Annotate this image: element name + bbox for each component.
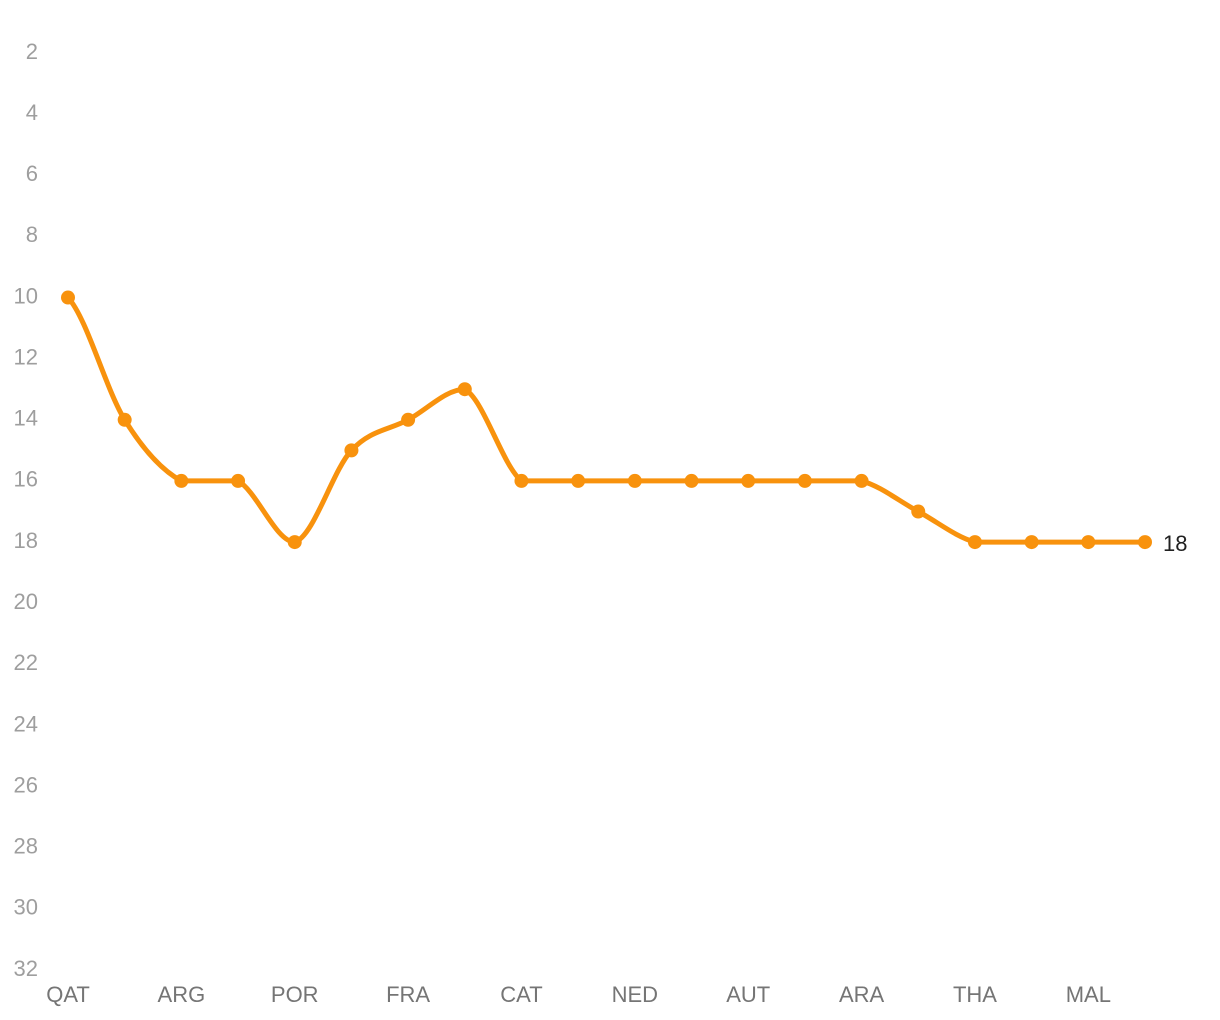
point [911,504,926,519]
y-tick-label: 28 [14,834,38,859]
point [117,412,132,427]
y-tick-label: 30 [14,895,38,920]
point [514,473,529,488]
y-tick-label: 24 [14,711,38,736]
y-tick-label: 10 [14,283,38,308]
y-tick-label: 32 [14,956,38,981]
line [66,295,1145,545]
point [684,473,699,488]
value-label: 18 [1163,531,1187,556]
point [797,473,812,488]
point [627,473,642,488]
y-tick-label: 26 [14,772,38,797]
point [1024,535,1039,550]
point [174,473,189,488]
point [457,382,472,397]
x-tick-label: ARG [158,982,206,1007]
y-tick-label: 14 [14,406,38,431]
y-tick-label: 12 [14,344,38,369]
point [571,473,586,488]
y-tick-label: 20 [14,589,38,614]
y-tick-label: 16 [14,467,38,492]
point [401,412,416,427]
point [61,290,75,305]
y-tick-label: 4 [26,100,38,125]
x-tick-label: AUT [726,982,770,1007]
x-tick-label: QAT [46,982,90,1007]
y-tick-label: 8 [26,222,38,247]
x-tick-label: NED [612,982,658,1007]
x-tick-label: POR [271,982,319,1007]
x-tick-label: ARA [839,982,885,1007]
x-tick-label: CAT [500,982,542,1007]
x-tick-label: FRA [386,982,430,1007]
point [344,443,359,458]
x-tick-label: THA [953,982,997,1007]
point [287,535,302,550]
point [854,473,869,488]
y-tick-label: 18 [14,528,38,553]
point [1138,535,1152,550]
x-tick-label: MAL [1066,982,1111,1007]
y-tick-label: 6 [26,161,38,186]
y-tick-label: 2 [26,39,38,64]
point [967,535,982,550]
point [1081,535,1096,550]
y-tick-label: 22 [14,650,38,675]
point [741,473,756,488]
point [231,473,246,488]
